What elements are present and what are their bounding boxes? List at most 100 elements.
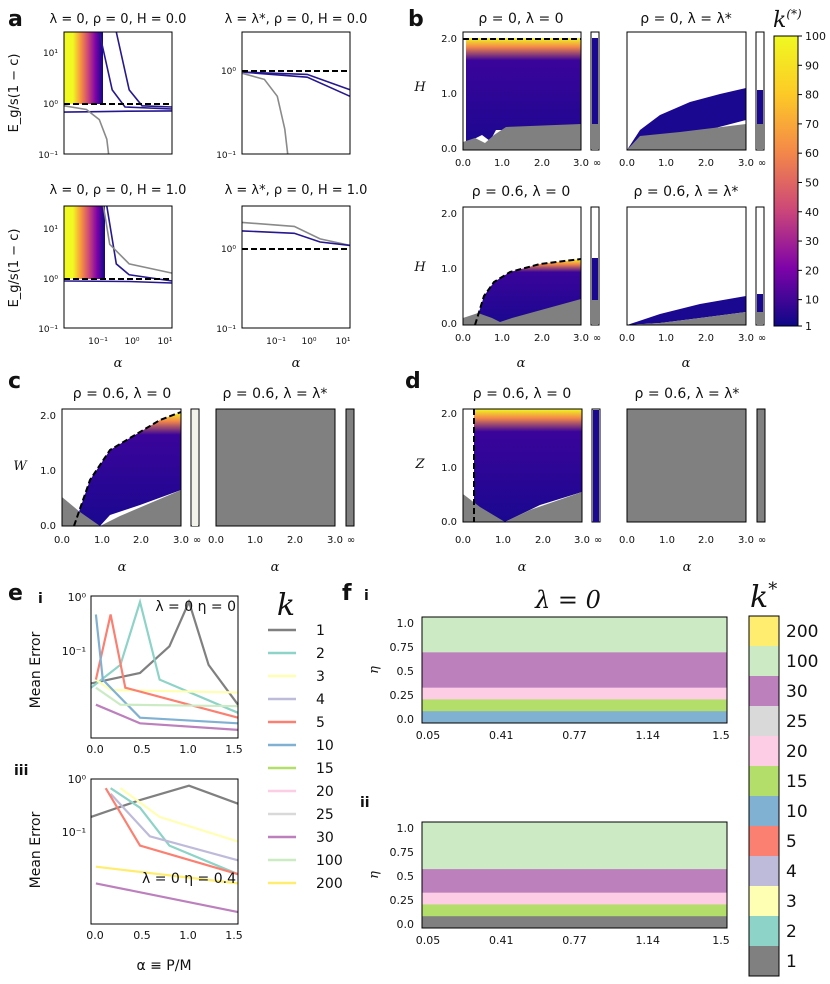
colorbar-tick-label: 1 [786,952,797,972]
colorbar-swatch [749,796,779,826]
x-tick-label: 2.0 [534,158,550,169]
panel-b4: ρ = 0.6, λ = λ* 0.0 1.0 2.0 3.0 ∞ α [619,184,766,371]
colorbar-k: k(*) 1 10 20 30 40 50 60 70 80 90 100 [773,7,826,333]
x-tick-label: 1.5 [225,929,243,942]
x-tick-label: 1.5 [712,729,730,742]
x-tick-label: 3.0 [573,333,589,344]
y-tick-label: 2.0 [40,411,56,422]
colorbar-swatch [749,946,779,976]
series-line [102,205,173,274]
dashed-boundary [474,258,582,326]
y-tick-label: 10⁻¹ [38,325,58,335]
colorbar-swatch [749,616,779,646]
x-tick-label: 10⁰ [301,337,316,347]
colorbar-swatch [749,676,779,706]
x-tick-label: 1.0 [94,535,110,546]
colorbar-tick-label: 90 [805,59,819,72]
y-tick-label: 0.0 [441,517,457,528]
x-tick-label: 0.5 [133,743,151,756]
chart-title: ρ = 0.6, λ = λ* [634,184,739,200]
panel-b1: ρ = 0, λ = 0 0.0 1.0 2.0 0.0 1.0 2.0 3.0… [413,11,601,169]
y-tick-label: 0.0 [441,144,457,155]
x-tick-label: 2.0 [698,158,714,169]
y-tick-label: 10⁰ [43,100,58,110]
y-axis-label: η [367,871,382,879]
series-line-k-4 [109,792,239,862]
heat-cell-row [422,904,727,917]
x-tick-label: 0.0 [619,158,635,169]
series-line-k-1 [90,784,239,818]
grey-region [627,124,746,150]
x-axis-label: α [682,356,691,371]
colorbar-tick-label: 50 [805,176,819,189]
heat-cell-row [422,892,727,905]
y-axis-label: Mean Error [28,811,44,888]
y-tick-label: 0.0 [441,319,457,330]
panel-label-f: f [342,581,352,606]
legend-label: 30 [316,830,334,846]
heat-cell-row [422,880,727,894]
panel-a4: λ = λ*, ρ = 0, H = 1.0 10⁻¹ 10⁰ 10⁻¹ 10⁰… [216,183,367,371]
heat-strip [73,206,105,279]
dashed-boundary [73,411,182,527]
x-tick-label: 1.0 [247,535,263,546]
x-tick-label: 2.0 [133,535,149,546]
legend-k: k 1 2 3 4 5 10 15 20 25 30 100 200 [268,588,343,892]
x-tick-label: ∞ [758,535,766,546]
colorbar-swatch [749,826,779,856]
x-tick-label: 3.0 [574,535,590,546]
colorbar-tick-label: 15 [786,772,808,792]
panel-c2: ρ = 0.6, λ = λ* 0.0 1.0 2.0 3.0 ∞ α [208,386,355,575]
y-axis-label: W [13,459,28,474]
x-axis-label: α [517,356,526,371]
colorbar-swatch [749,886,779,916]
heat-cell-row [422,628,727,642]
series-line [241,71,351,91]
colorbar-tick-label: 5 [786,832,797,852]
legend-label: 15 [316,761,334,777]
series-line-k-30 [95,703,239,731]
heat-strip [64,206,73,279]
x-tick-label: 0.41 [489,934,514,947]
panel-label-e: e [8,581,23,606]
x-tick-label: 0.0 [86,743,104,756]
heat-cell-row [422,687,727,700]
k-region [466,38,581,150]
series-line-k-3 [95,678,239,694]
series-line-k-2 [109,787,239,876]
panel-e-i: λ = 0 η = 0 10⁻¹ 10⁰ 0.0 0.5 1.0 1.5 Mea… [28,591,243,756]
x-tick-label: 1.0 [494,158,510,169]
y-tick-label: 2.0 [441,409,457,420]
k-region [474,409,582,522]
x-axis-label: α [271,560,280,575]
chart-title: ρ = 0, λ = 0 [478,11,563,27]
x-tick-label: ∞ [758,333,766,344]
colorbar-gradient [773,35,799,327]
y-tick-label: 10⁰ [68,591,87,604]
series-line-k-1 [90,598,239,706]
y-tick-label: 10⁻¹ [216,151,236,161]
y-tick-label: 10⁻¹ [62,645,86,658]
y-tick-label: 10⁻¹ [216,325,236,335]
colorbar-tick-label: 2 [786,922,797,942]
x-tick-label: 0.77 [562,729,587,742]
x-tick-label: 0.0 [455,535,471,546]
panel-b3: ρ = 0.6, λ = 0 0.0 1.0 2.0 0.0 1.0 2.0 3… [413,184,601,371]
series-line-k-5 [94,614,239,719]
heat-strip [64,32,73,104]
x-tick-label: 0.0 [619,535,635,546]
colorbar-swatch [749,736,779,766]
annotation: λ = 0 η = 0 [155,599,236,615]
annotation: λ = 0 η = 0.4 [142,871,236,887]
legend-label: 25 [316,807,334,823]
x-tick-label: 2.0 [287,535,303,546]
legend-label: 4 [316,692,325,708]
colorbar-swatch [749,766,779,796]
k-region [627,296,746,325]
y-tick-label: 0.25 [390,894,415,907]
series-line [98,31,173,110]
y-tick-label: 1.0 [40,466,56,477]
colorbar-tick-label: 100 [786,652,818,672]
colorbar-tick-label: 100 [805,30,826,43]
y-tick-label: 10¹ [43,225,58,235]
